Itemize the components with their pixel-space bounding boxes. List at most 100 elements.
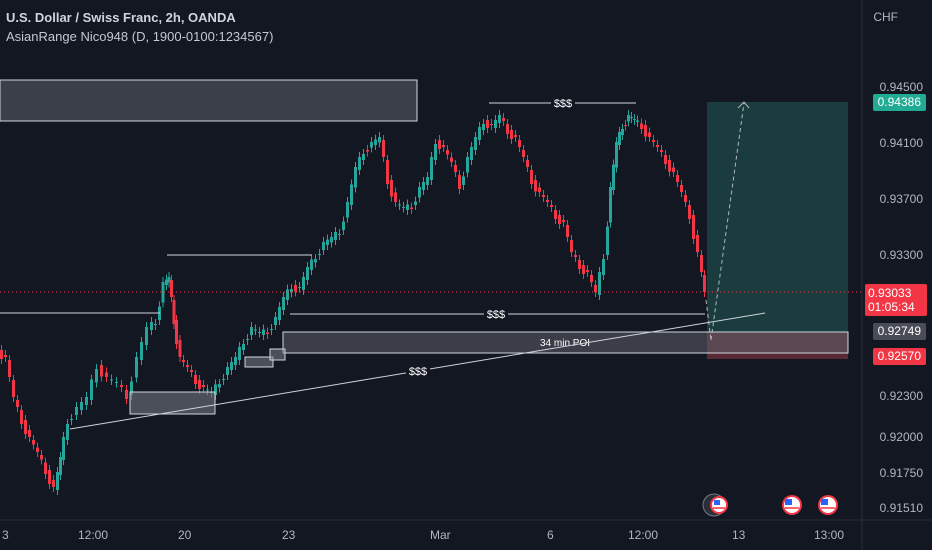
candle-body xyxy=(161,282,165,303)
candle-body xyxy=(630,117,633,118)
candle-body xyxy=(590,275,593,282)
candle-body xyxy=(422,182,425,190)
candle-body xyxy=(668,160,671,172)
candle-body xyxy=(574,255,577,257)
candle-body xyxy=(462,176,465,185)
time-tick: 3 xyxy=(2,528,9,542)
candle-body xyxy=(8,360,11,377)
candle-body xyxy=(354,167,357,188)
candle-body xyxy=(40,455,43,460)
candle-body xyxy=(550,205,553,207)
candle-body xyxy=(672,167,675,172)
candle-body xyxy=(198,380,201,389)
demand-box-2[interactable] xyxy=(244,356,274,368)
candle-body xyxy=(230,362,233,370)
demand-box-1[interactable] xyxy=(129,391,216,415)
candle-body xyxy=(703,275,706,292)
price-tick: 0.91510 xyxy=(879,501,923,515)
candle-body xyxy=(125,390,128,399)
candle-body xyxy=(624,125,627,126)
candle-body xyxy=(518,140,521,147)
liquidity-label-mid: $$$ xyxy=(487,309,505,321)
candle-body xyxy=(330,237,333,243)
candle-body xyxy=(644,125,647,137)
time-tick: 13 xyxy=(732,528,746,542)
candle-body xyxy=(32,440,35,445)
candle-body xyxy=(110,379,113,381)
stop-price-label: 0.92570 xyxy=(872,348,926,365)
candle-body xyxy=(266,332,269,334)
candle-body xyxy=(450,157,453,162)
candle-body xyxy=(566,225,569,237)
candle-body xyxy=(522,150,525,157)
candle-body xyxy=(446,150,449,155)
flag-us-icon[interactable] xyxy=(702,493,728,517)
candle-body xyxy=(75,407,78,415)
candle-body xyxy=(150,322,153,330)
candle-body xyxy=(378,137,381,143)
price-tick: 0.93700 xyxy=(879,192,923,206)
candle-body xyxy=(414,201,417,205)
flag-us-icon[interactable] xyxy=(782,495,802,515)
candle-body xyxy=(621,129,624,135)
candle-body xyxy=(454,165,457,172)
projection-line-up[interactable] xyxy=(710,102,745,341)
candle-body xyxy=(182,360,185,362)
candle-body xyxy=(562,220,565,222)
candle-body xyxy=(56,472,59,490)
candle-body xyxy=(418,187,421,198)
candle-body xyxy=(366,150,369,152)
candle-body xyxy=(700,255,703,272)
symbol-title[interactable]: U.S. Dollar / Swiss Franc, 2h, OANDA xyxy=(6,10,236,25)
candle-body xyxy=(470,147,473,160)
candle-body xyxy=(170,280,173,297)
demand-box-3[interactable] xyxy=(269,348,286,361)
candle-body xyxy=(358,157,361,170)
candle-body xyxy=(202,385,205,387)
candle-body xyxy=(382,140,385,157)
candle-body xyxy=(314,259,317,263)
candle-body xyxy=(258,332,261,333)
candle-body xyxy=(362,154,365,160)
candle-body xyxy=(246,339,249,340)
candle-body xyxy=(394,192,397,202)
candle-body xyxy=(310,259,313,270)
candle-body xyxy=(692,215,695,239)
candle-body xyxy=(172,300,176,324)
liquidity-label-top: $$$ xyxy=(554,98,572,110)
candle-body xyxy=(390,180,393,197)
candle-body xyxy=(254,329,257,331)
candle-body xyxy=(238,347,241,360)
candle-body xyxy=(48,470,51,484)
candle-body xyxy=(688,205,691,219)
currency-label[interactable]: CHF xyxy=(873,10,898,24)
candle-body xyxy=(190,370,193,372)
candle-body xyxy=(542,195,545,197)
candle-body xyxy=(474,137,477,150)
candle-body xyxy=(186,365,189,367)
candle-body xyxy=(105,372,108,377)
supply-zone-box[interactable] xyxy=(0,79,418,122)
price-tick: 0.93300 xyxy=(879,248,923,262)
long-position-target-zone[interactable] xyxy=(707,102,848,332)
price-tick: 0.92000 xyxy=(879,430,923,444)
candle-body xyxy=(59,457,62,475)
time-tick: 13:00 xyxy=(814,528,845,542)
current-price-value: 0.93033 xyxy=(868,286,912,300)
target-price-label: 0.94386 xyxy=(872,94,926,111)
candle-body xyxy=(684,195,687,202)
chart-legend: U.S. Dollar / Swiss Franc, 2h, OANDA Asi… xyxy=(6,8,273,46)
candle-body xyxy=(426,177,429,185)
flag-us-icon[interactable] xyxy=(818,495,838,515)
candle-body xyxy=(274,317,277,325)
candle-body xyxy=(510,130,513,139)
time-tick: 12:00 xyxy=(628,528,659,542)
poi-zone-box[interactable] xyxy=(282,331,849,354)
candle-body xyxy=(490,124,493,125)
indicator-title[interactable]: AsianRange Nico948 (D, 1900-0100:1234567… xyxy=(6,29,274,44)
candle-body xyxy=(680,185,683,192)
candle-body xyxy=(442,145,445,147)
candle-body xyxy=(178,340,182,357)
candle-body xyxy=(534,180,537,192)
